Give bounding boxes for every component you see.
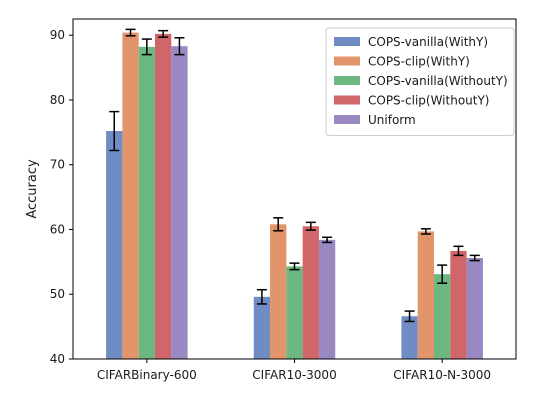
bar [270,224,287,359]
x-tick-label: CIFARBinary-600 [97,368,197,382]
bar [450,250,467,359]
legend: COPS-vanilla(WithY) COPS-clip(WithY) COPS-… [325,27,515,136]
legend-swatch [334,76,360,85]
legend-swatch [334,115,360,124]
bar [434,274,451,359]
bar-group [106,32,483,360]
bar [302,226,319,359]
legend-entry: COPS-vanilla(WithoutY) [368,74,508,88]
bar [417,231,435,359]
legend-entry: COPS-clip(WithoutY) [368,94,489,108]
bar [401,316,418,359]
y-tick-label: 90 [50,28,65,42]
y-tick-label: 80 [50,93,65,107]
y-tick-label: 70 [50,158,65,172]
legend-entry: Uniform [368,113,416,127]
bar [253,296,271,359]
y-tick-label: 40 [50,352,65,366]
bar [106,131,123,359]
error-bar-group [109,28,480,323]
bar [138,46,155,359]
bar [318,239,336,359]
legend-box [325,27,515,136]
y-tick-label: 50 [50,287,65,301]
y-axis: 40 50 60 70 80 90 [50,28,73,366]
y-axis-label: Accuracy [25,159,40,219]
bar [122,32,139,359]
bar [466,257,483,359]
x-axis: CIFARBinary-600 CIFAR10-3000 CIFAR10-N-300… [97,359,491,382]
y-tick-label: 60 [50,222,65,236]
bar [171,46,188,359]
legend-entry: COPS-vanilla(WithY) [368,35,488,49]
bar [286,266,303,359]
legend-swatch [334,56,360,66]
x-tick-label: CIFAR10-N-3000 [393,368,491,382]
legend-swatch [334,95,360,105]
legend-entry: COPS-clip(WithY) [368,55,470,69]
x-tick-label: CIFAR10-3000 [252,368,336,382]
bar [154,33,172,360]
legend-swatch [334,37,360,46]
